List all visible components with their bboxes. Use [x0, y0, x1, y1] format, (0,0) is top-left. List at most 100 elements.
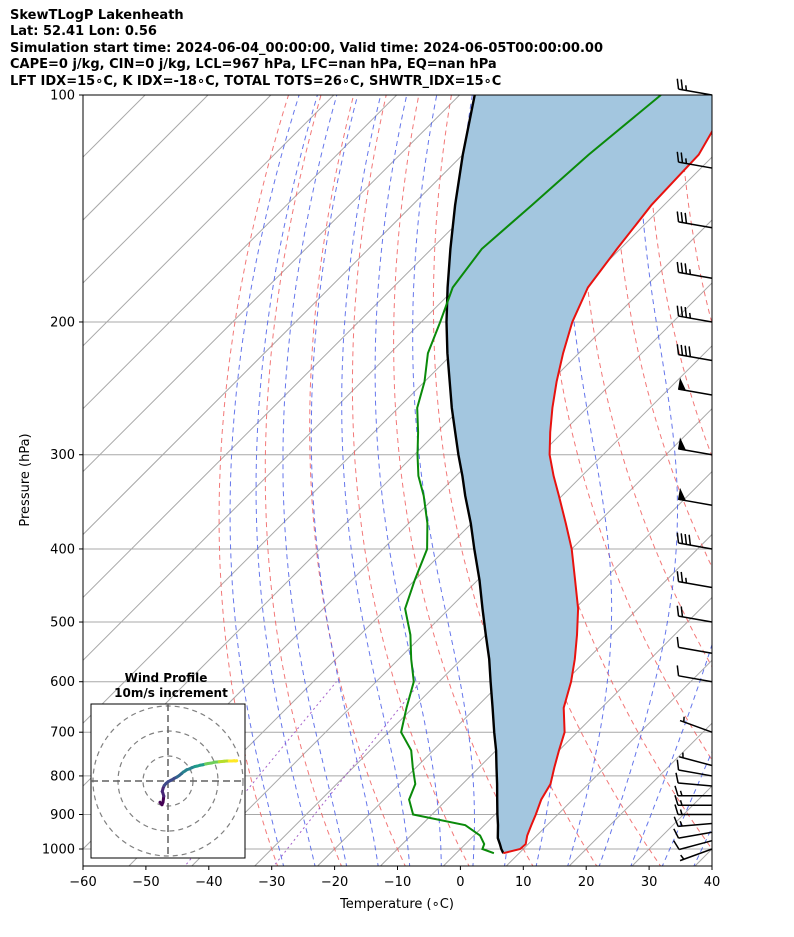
isotherm-line	[191, 345, 712, 866]
x-tick-label: 10	[515, 875, 532, 890]
x-tick-label: 40	[704, 875, 721, 890]
y-tick-label: 800	[50, 769, 75, 784]
moist-adiabat-line	[630, 643, 712, 866]
x-tick-label: −30	[258, 875, 285, 890]
moist-adiabat-line	[282, 95, 348, 866]
wind-barb	[678, 752, 713, 767]
moist-adiabat-line	[310, 95, 379, 866]
y-tick-label: 400	[50, 542, 75, 557]
wind-barb	[676, 532, 713, 550]
y-tick-label: 100	[50, 89, 75, 104]
dry-adiabat-line	[544, 95, 712, 761]
temperature-line	[503, 129, 712, 855]
chart-header: SkewTLogP Lakenheath Lat: 52.41 Lon: 0.5…	[10, 8, 603, 90]
x-axis-label: Temperature (∘C)	[339, 897, 454, 912]
moist-adiabat-line	[724, 78, 794, 868]
isotherm-line	[0, 78, 99, 868]
dry-adiabat-line	[264, 95, 342, 866]
isotherm-line	[505, 659, 712, 866]
indices-line-2: LFT IDX=15∘C, K IDX=-18∘C, TOTAL TOTS=26…	[10, 73, 502, 89]
dewpoint-line	[400, 95, 662, 855]
x-tick-label: −50	[132, 875, 159, 890]
wind-barb	[676, 211, 713, 229]
x-tick-label: −20	[321, 875, 348, 890]
isotherm-line	[83, 95, 461, 473]
wind-barb	[674, 785, 712, 797]
wind-barb	[673, 828, 713, 839]
x-tick-label: −40	[195, 875, 222, 890]
x-tick-label: −60	[69, 875, 96, 890]
y-tick-label: 500	[50, 616, 75, 631]
isotherm-line	[756, 78, 794, 868]
moist-adiabat-line	[565, 95, 613, 866]
hodograph-inset: Wind Profile 10m/s increment	[90, 671, 246, 859]
wind-barb	[677, 377, 713, 396]
moist-adiabat-line	[693, 826, 712, 866]
wind-barb	[675, 772, 713, 787]
hodograph-subtitle: 10m/s increment	[114, 686, 228, 700]
dry-adiabat-line	[711, 95, 712, 103]
wind-barb	[677, 487, 713, 506]
axes: −60 −50 −40 −30 −20 −10 0 10 20 30 40 100 200 300 400 5…	[42, 89, 720, 891]
y-tick-label: 700	[50, 726, 75, 741]
dry-adiabat-line	[775, 78, 794, 868]
wind-barb	[676, 636, 713, 654]
x-tick-label: 0	[456, 875, 464, 890]
isotherm-line	[442, 596, 712, 866]
x-tick-label: −10	[384, 875, 411, 890]
location-line: Lat: 52.41 Lon: 0.56	[10, 24, 157, 40]
y-tick-label: 900	[50, 808, 75, 823]
isotherm-line	[694, 848, 712, 866]
y-tick-label: 1000	[42, 843, 75, 858]
wind-barb	[679, 716, 713, 733]
isotherm-line	[83, 95, 209, 221]
x-tick-label: 30	[641, 875, 658, 890]
dry-adiabat-line	[646, 95, 712, 458]
dry-adiabat-line	[743, 78, 794, 868]
moist-adiabat-line	[661, 750, 712, 866]
indices-line-1: CAPE=0 j/kg, CIN=0 j/kg, LCL=967 hPa, LF…	[10, 57, 497, 73]
dry-adiabat-line	[613, 95, 712, 569]
wind-barb	[676, 571, 713, 589]
wind-barb	[676, 759, 713, 777]
wind-barb	[676, 151, 713, 169]
dry-adiabat-line	[218, 95, 290, 866]
wind-barb	[673, 839, 713, 851]
y-axis-label: Pressure (hPa)	[18, 433, 33, 526]
isotherm-line	[253, 407, 712, 866]
y-tick-label: 300	[50, 448, 75, 463]
wind-barb	[674, 804, 712, 816]
wind-barb	[673, 816, 713, 828]
isotherm-line	[316, 470, 712, 866]
wind-barb	[676, 261, 713, 279]
time-line: Simulation start time: 2024-06-04_00:00:…	[10, 40, 603, 56]
y-tick-label: 200	[50, 315, 75, 330]
hodograph-title: Wind Profile	[125, 671, 208, 685]
wind-barb	[679, 848, 713, 862]
moist-adiabat-line	[598, 95, 678, 866]
dry-adiabat-line	[678, 95, 712, 326]
chart-title: SkewTLogP Lakenheath	[10, 8, 184, 23]
hodograph-plot	[91, 704, 245, 858]
wind-barb	[676, 344, 713, 362]
isotherm-line	[83, 95, 524, 536]
isotherm-line	[83, 95, 272, 284]
isotherm-line	[568, 722, 712, 866]
moist-adiabat-line	[374, 95, 442, 866]
moist-adiabat-line	[229, 95, 300, 866]
dry-adiabat-line	[393, 95, 534, 866]
wind-barb	[677, 437, 713, 456]
parcel-path-line	[445, 95, 505, 854]
dry-adiabat-line	[579, 95, 712, 668]
wind-barb	[676, 665, 713, 683]
wind-barb	[674, 795, 712, 807]
wind-barb	[676, 605, 713, 623]
isotherm-line	[83, 95, 335, 347]
dry-adiabat-line	[309, 95, 406, 866]
y-tick-label: 600	[50, 675, 75, 690]
profile-lines	[400, 95, 712, 855]
isotherm-line	[83, 95, 398, 410]
cin-shade-area	[446, 95, 712, 854]
moist-adiabat-line	[255, 95, 318, 866]
